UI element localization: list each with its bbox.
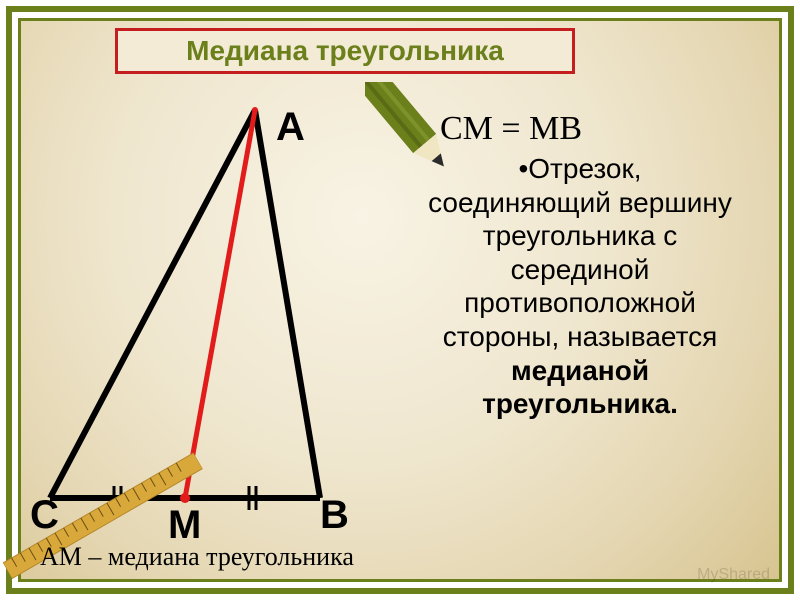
definition-line: соединяющий вершину (390, 186, 770, 220)
title-box: Медиана треугольника (115, 28, 575, 74)
triangle-median (185, 110, 255, 498)
label-m: М (168, 503, 201, 547)
equality-text: СМ = МВ (440, 110, 582, 148)
definition-line: стороны, называется (390, 320, 770, 354)
definition-line: треугольника с (390, 219, 770, 253)
watermark-text: MyShared (697, 566, 770, 584)
triangle-side-ca (50, 110, 255, 498)
apex-dot (252, 107, 258, 113)
definition-line: серединой (390, 253, 770, 287)
definition-line: противоположной (390, 286, 770, 320)
midpoint-dot (180, 493, 190, 503)
slide: Медиана треугольника СМ = МВ •Отрезок, с… (0, 0, 800, 600)
label-b: В (320, 493, 349, 537)
definition-emphasis: медианой (390, 354, 770, 388)
definition-text: •Отрезок, соединяющий вершину треугольни… (390, 152, 770, 421)
triangle-diagram: A В С М (30, 80, 360, 550)
definition-emphasis: треугольника. (390, 387, 770, 421)
label-a: A (276, 105, 305, 149)
definition-line: •Отрезок, (390, 152, 770, 186)
title-text: Медиана треугольника (186, 35, 504, 67)
caption-text: АМ – медиана треугольника (40, 542, 354, 572)
triangle-side-ab (255, 110, 320, 498)
